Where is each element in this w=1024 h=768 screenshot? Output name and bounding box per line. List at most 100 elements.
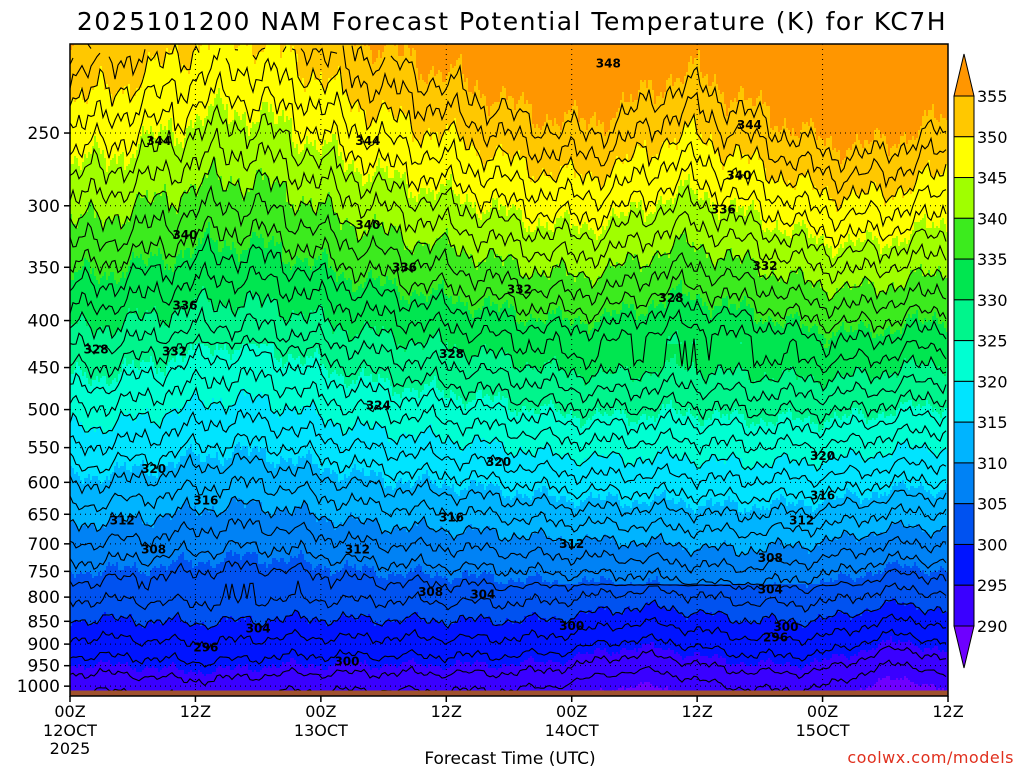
- color-band-cell: [412, 526, 415, 573]
- color-band-cell: [340, 330, 343, 375]
- color-band-cell: [644, 460, 647, 503]
- color-band-cell: [416, 342, 419, 391]
- color-band-cell: [118, 44, 121, 91]
- color-band-cell: [562, 542, 565, 585]
- color-band-cell: [578, 272, 581, 317]
- color-band-cell: [648, 214, 651, 267]
- color-band-cell: [460, 616, 463, 663]
- color-band-cell: [478, 90, 481, 151]
- color-band-cell: [378, 336, 381, 375]
- color-band-cell: [194, 622, 197, 673]
- color-band-cell: [568, 458, 571, 501]
- color-band-cell: [614, 268, 617, 311]
- color-band-cell: [104, 158, 107, 223]
- color-band-cell: [350, 384, 353, 433]
- color-band-cell: [550, 496, 553, 539]
- color-band-cell: [248, 552, 251, 617]
- color-band-cell: [378, 112, 381, 159]
- color-band-cell: [206, 44, 209, 117]
- color-band-cell: [738, 664, 741, 696]
- color-band-cell: [290, 614, 293, 659]
- color-band-cell: [396, 286, 399, 351]
- color-band-cell: [536, 368, 539, 415]
- color-band-cell: [640, 314, 643, 383]
- color-band-cell: [336, 214, 339, 283]
- color-band-cell: [712, 616, 715, 657]
- color-band-cell: [474, 480, 477, 529]
- color-band-cell: [562, 456, 565, 497]
- color-band-cell: [506, 666, 509, 696]
- color-band-cell: [762, 162, 765, 231]
- color-band-cell: [774, 44, 777, 127]
- color-band-cell: [166, 514, 169, 571]
- color-band-cell: [782, 328, 785, 371]
- color-band-cell: [430, 338, 433, 383]
- color-band-cell: [398, 226, 401, 293]
- color-band-cell: [214, 350, 217, 405]
- color-band-cell: [130, 614, 133, 669]
- color-band-cell: [88, 626, 91, 669]
- color-band-cell: [456, 494, 459, 537]
- color-band-cell: [740, 622, 743, 663]
- color-band-cell: [160, 564, 163, 625]
- color-band-cell: [708, 658, 711, 696]
- color-band-cell: [460, 578, 463, 617]
- color-band-cell: [140, 136, 143, 199]
- color-band-cell: [728, 108, 731, 157]
- color-band-cell: [96, 376, 99, 429]
- color-band-cell: [312, 400, 315, 465]
- color-band-cell: [460, 204, 463, 255]
- color-band-cell: [780, 232, 783, 277]
- color-band-cell: [314, 464, 317, 517]
- color-band-cell: [210, 166, 213, 239]
- color-band-cell: [340, 662, 343, 696]
- color-band-cell: [358, 240, 361, 287]
- color-band-cell: [778, 538, 781, 585]
- color-band-cell: [496, 624, 499, 671]
- color-band-cell: [502, 156, 505, 207]
- color-band-cell: [498, 584, 501, 625]
- color-band-cell: [756, 146, 759, 211]
- color-band-cell: [266, 668, 269, 696]
- color-band-cell: [502, 304, 505, 349]
- color-band-cell: [694, 466, 697, 515]
- color-band-cell: [402, 484, 405, 529]
- color-band-cell: [704, 250, 707, 303]
- color-band-cell: [170, 118, 173, 207]
- color-band-cell: [446, 398, 449, 439]
- color-band-cell: [568, 272, 571, 321]
- color-band-cell: [742, 584, 745, 623]
- color-band-cell: [98, 218, 101, 285]
- color-band-cell: [190, 626, 193, 671]
- color-band-cell: [758, 382, 761, 425]
- color-band-cell: [658, 414, 661, 451]
- color-band-cell: [92, 668, 95, 696]
- color-band-cell: [386, 486, 389, 533]
- color-band-cell: [744, 256, 747, 297]
- color-band-cell: [320, 366, 323, 417]
- color-band-cell: [106, 280, 109, 327]
- color-band-cell: [378, 44, 381, 51]
- color-band-cell: [522, 406, 525, 453]
- color-band-cell: [302, 554, 305, 617]
- color-band-cell: [390, 224, 393, 281]
- color-band-cell: [496, 442, 499, 485]
- color-band-cell: [490, 442, 493, 483]
- color-band-cell: [546, 442, 549, 489]
- color-band-cell: [194, 298, 197, 345]
- color-band-cell: [592, 452, 595, 499]
- color-band-cell: [458, 194, 461, 257]
- color-band-cell: [594, 234, 597, 285]
- color-band-cell: [82, 526, 85, 575]
- color-band-cell: [300, 364, 303, 415]
- color-band-cell: [334, 664, 337, 696]
- color-band-cell: [216, 404, 219, 453]
- color-band-cell: [670, 290, 673, 341]
- color-band-cell: [688, 552, 691, 585]
- color-band-cell: [782, 126, 785, 181]
- color-band-cell: [118, 416, 121, 469]
- color-band-cell: [742, 368, 745, 415]
- color-band-cell: [328, 518, 331, 569]
- color-band-cell: [648, 306, 651, 373]
- color-band-cell: [276, 300, 279, 361]
